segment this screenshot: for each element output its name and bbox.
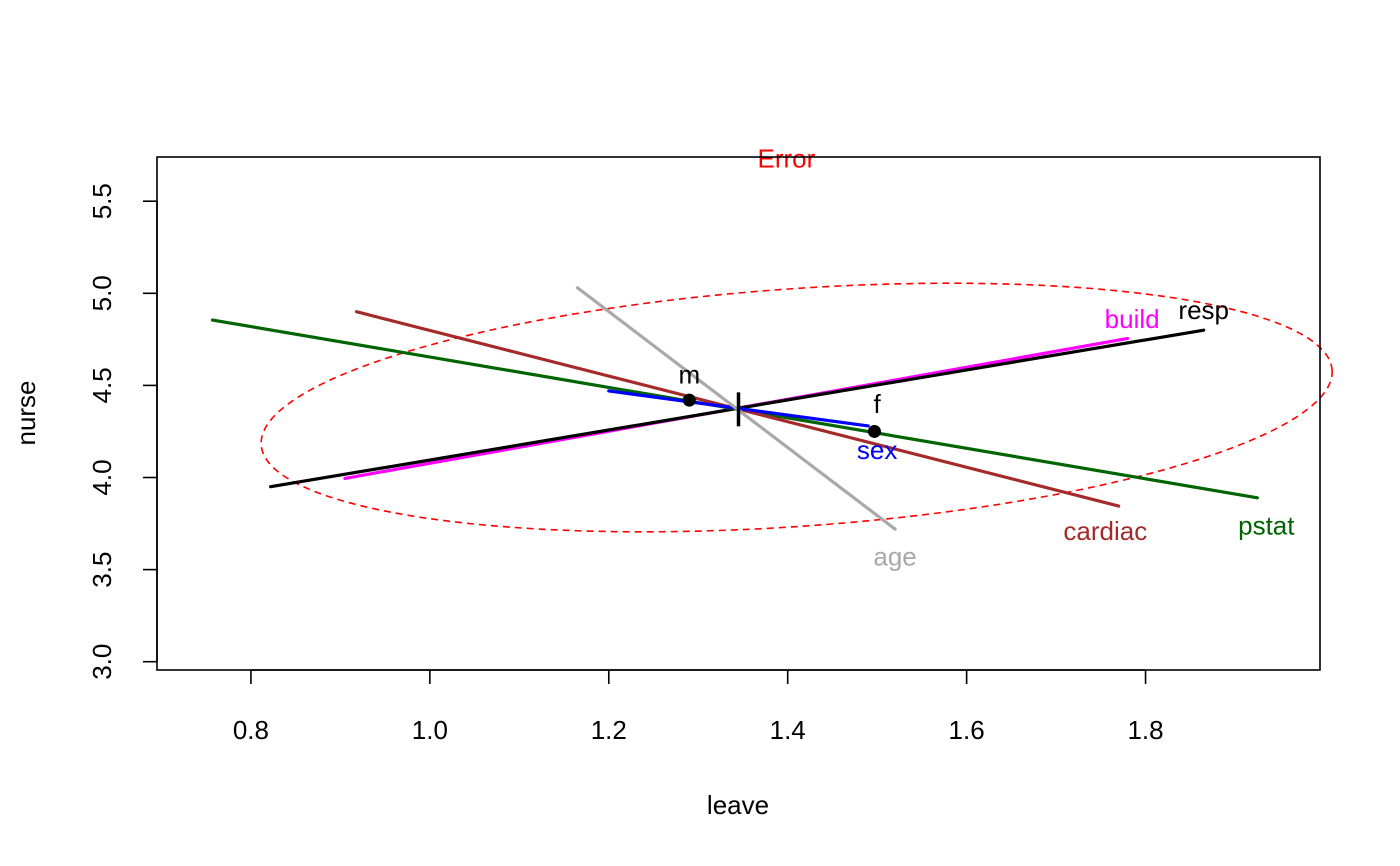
x-tick-label: 1.0 bbox=[412, 715, 448, 745]
series-label-cardiac: cardiac bbox=[1063, 516, 1147, 546]
series-label-sex: sex bbox=[857, 435, 897, 465]
x-tick-label: 1.6 bbox=[949, 715, 985, 745]
y-tick-label: 5.5 bbox=[87, 183, 117, 219]
y-tick-label: 5.0 bbox=[87, 275, 117, 311]
series-line-age bbox=[575, 286, 897, 531]
level-point-label-m: m bbox=[678, 359, 700, 389]
level-point-label-f: f bbox=[874, 389, 882, 419]
x-tick-label: 1.2 bbox=[591, 715, 627, 745]
error-ellipse bbox=[260, 282, 1333, 533]
y-tick-label: 3.5 bbox=[87, 552, 117, 588]
level-point-f bbox=[867, 424, 881, 438]
y-axis: 3.0 3.5 4.0 4.5 5.0 5.5 bbox=[87, 183, 158, 680]
plot-frame bbox=[156, 156, 1321, 671]
series-label-age: age bbox=[873, 542, 916, 572]
y-tick-label: 3.0 bbox=[87, 644, 117, 680]
y-tick-label: 4.0 bbox=[87, 459, 117, 495]
series-label-pstat: pstat bbox=[1238, 510, 1295, 540]
y-axis-title: nurse bbox=[11, 380, 41, 445]
y-tick-label: 4.5 bbox=[87, 367, 117, 403]
series-label-resp: resp bbox=[1178, 295, 1229, 325]
x-axis-title: leave bbox=[707, 790, 769, 820]
level-point-m bbox=[682, 393, 696, 407]
x-tick-label: 1.8 bbox=[1127, 715, 1163, 745]
plot-marks: Error build resp pstat cardiac sex age m f bbox=[210, 144, 1333, 572]
x-tick-label: 1.4 bbox=[770, 715, 806, 745]
series-label-build: build bbox=[1105, 304, 1160, 334]
x-tick-label: 0.8 bbox=[233, 715, 269, 745]
error-ellipse-label: Error bbox=[758, 144, 816, 174]
